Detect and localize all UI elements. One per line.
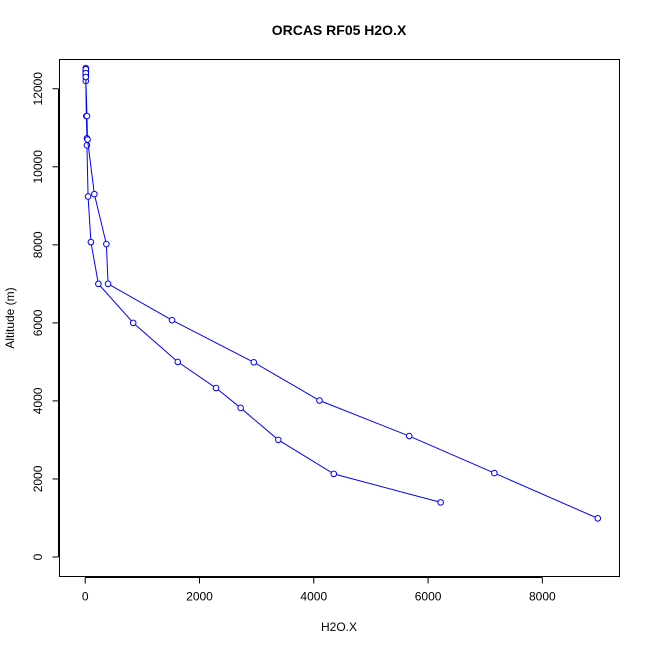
plot-frame [59,59,620,577]
data-point [212,384,220,392]
series-line-1 [85,68,441,503]
data-point [168,316,176,324]
y-axis: 0 2000 4000 6000 8000 10000 12000 [31,72,59,560]
data-point [84,193,92,200]
x-tick-label: 0 [82,590,89,604]
x-axis: 0 2000 4000 6000 8000 [82,577,556,604]
data-point [275,436,282,444]
data-point [104,280,112,288]
x-tick-label: 8000 [529,590,556,604]
data-point [91,190,98,198]
series-line-2 [85,69,598,519]
y-tick-label: 8000 [31,231,45,258]
x-tick-label: 6000 [415,590,442,604]
data-point [87,238,95,246]
data-point [594,515,602,522]
data-point [129,319,137,327]
data-point [330,470,338,478]
data-point [103,240,110,248]
data-point [84,136,91,143]
x-tick-label: 4000 [300,590,327,604]
y-tick-label: 2000 [31,465,45,492]
data-point [250,358,258,366]
data-point [316,397,323,404]
data-point [95,280,102,288]
data-point [237,404,244,412]
y-tick-label: 4000 [31,387,45,414]
x-axis-label: H2O.X [321,620,357,634]
data-series [82,64,602,522]
x-tick-label: 2000 [186,590,213,604]
y-axis-label: Altitude (m) [3,287,17,348]
y-tick-label: 6000 [31,309,45,336]
data-point [437,499,444,506]
data-point [491,469,498,477]
data-point [82,73,90,81]
chart-title: ORCAS RF05 H2O.X [272,22,407,38]
data-point [174,358,182,366]
y-tick-label: 12000 [31,72,45,106]
y-tick-label: 10000 [31,150,45,184]
data-point [405,432,413,440]
y-tick-label: 0 [31,553,45,560]
data-point [83,112,91,120]
